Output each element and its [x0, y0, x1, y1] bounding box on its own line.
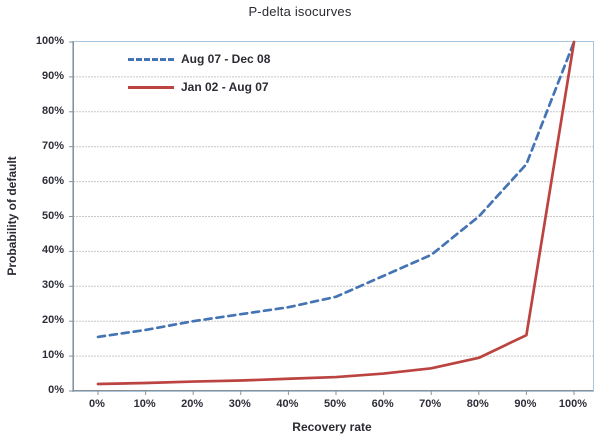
x-tick-label: 0%	[89, 398, 105, 410]
x-axis-title: Recovery rate	[292, 420, 372, 434]
x-tick-label: 50%	[323, 398, 347, 410]
y-tick-label: 30%	[41, 279, 64, 292]
x-tick-label: 70%	[419, 398, 442, 410]
series-line-aug-07-dec-08	[96, 40, 576, 339]
y-tick-label: 20%	[41, 314, 64, 327]
x-tick-label: 80%	[466, 398, 489, 410]
x-tick-label: 90%	[514, 398, 537, 410]
legend-label: Aug 07 - Dec 08	[181, 52, 271, 66]
y-tick-label: 0%	[48, 384, 64, 396]
x-tick-label: 30%	[228, 398, 251, 410]
legend-item: Jan 02 - Aug 07	[128, 77, 270, 97]
legend-label: Jan 02 - Aug 07	[181, 80, 269, 94]
x-tick-label: 20%	[181, 398, 204, 410]
plot-svg	[69, 40, 593, 395]
x-tick-label: 100%	[558, 398, 588, 410]
y-tick-label: 100%	[35, 35, 64, 47]
series-line-jan-02-aug-07	[96, 40, 576, 386]
y-tick-label: 80%	[41, 104, 64, 117]
legend-line-sample-solid	[128, 85, 174, 89]
chart-title: P-delta isocurves	[248, 4, 352, 19]
x-tick-label: 10%	[133, 398, 156, 410]
plot-area	[69, 40, 594, 395]
y-tick-label: 70%	[41, 139, 64, 152]
x-tick-label: 60%	[371, 398, 394, 410]
legend-item: Aug 07 - Dec 08	[128, 49, 270, 69]
y-tick-label: 10%	[41, 349, 64, 362]
legend-line-sample-dashed	[128, 57, 174, 61]
y-tick-label: 90%	[41, 69, 64, 82]
x-tick-label: 40%	[276, 398, 299, 410]
y-tick-label: 60%	[41, 174, 64, 187]
y-tick-label: 40%	[41, 244, 64, 257]
legend: Aug 07 - Dec 08 Jan 02 - Aug 07	[128, 49, 270, 105]
y-tick-label: 50%	[41, 209, 64, 222]
